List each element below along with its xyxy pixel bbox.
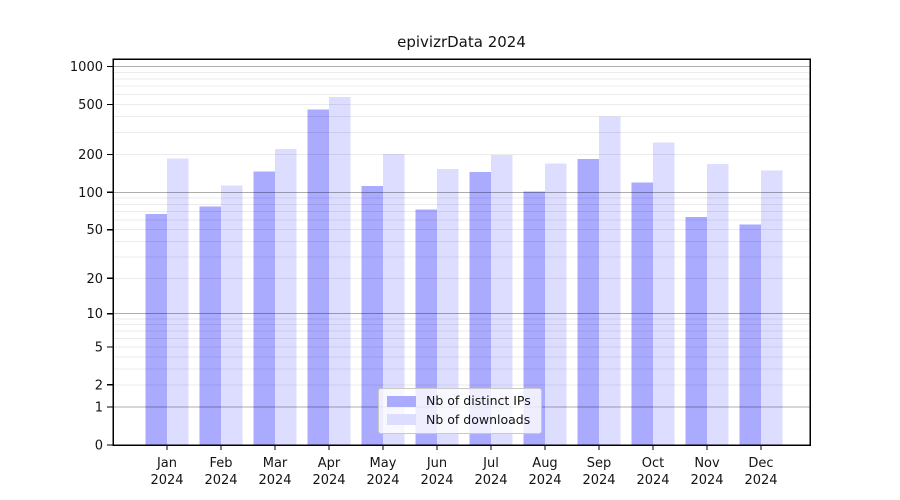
legend-swatch-downloads <box>387 414 416 426</box>
bar-distinct-ips-jun <box>415 209 437 445</box>
bar-distinct-ips-jul <box>469 172 491 445</box>
bar-downloads-nov <box>707 164 729 446</box>
x-tick-label-year: 2024 <box>420 473 453 488</box>
bar-distinct-ips-oct <box>631 182 653 445</box>
bar-distinct-ips-nov <box>685 217 707 445</box>
bar-distinct-ips-feb <box>199 206 221 445</box>
y-tick-label: 500 <box>78 98 103 113</box>
bar-downloads-aug <box>545 163 567 445</box>
x-tick-label-year: 2024 <box>582 473 615 488</box>
x-tick-label-month: Aug <box>532 456 557 471</box>
x-tick-label-year: 2024 <box>204 473 237 488</box>
bar-distinct-ips-may <box>361 186 383 445</box>
x-tick-label-year: 2024 <box>690 473 723 488</box>
y-tick-label: 1000 <box>70 60 103 75</box>
legend-item-downloads: Nb of downloads <box>387 411 531 427</box>
bar-distinct-ips-sep <box>577 158 599 445</box>
bar-downloads-apr <box>329 97 351 445</box>
bar-downloads-may <box>383 153 405 445</box>
x-tick-label-year: 2024 <box>150 473 183 488</box>
x-tick-label-month: Jun <box>426 456 447 471</box>
bar-distinct-ips-jan <box>145 213 167 445</box>
y-tick-label: 100 <box>78 186 103 201</box>
x-tick-label-month: Apr <box>318 456 341 471</box>
x-tick-label-month: Dec <box>748 456 773 471</box>
y-tick-label: 1 <box>95 401 103 416</box>
y-tick-label: 5 <box>95 340 103 355</box>
legend-label-downloads: Nb of downloads <box>426 411 531 427</box>
x-tick-label-year: 2024 <box>474 473 507 488</box>
y-tick-label: 200 <box>78 148 103 163</box>
y-tick-label: 0 <box>95 439 103 454</box>
x-tick-label-month: Jan <box>156 456 177 471</box>
x-tick-label-month: Feb <box>209 456 232 471</box>
x-tick-label-month: Sep <box>587 456 612 471</box>
y-tick-label: 20 <box>86 272 103 287</box>
chart-title: epivizrData 2024 <box>397 33 526 51</box>
bar-downloads-dec <box>761 170 783 446</box>
x-tick-label-year: 2024 <box>636 473 669 488</box>
x-tick-label-year: 2024 <box>258 473 291 488</box>
bar-downloads-sep <box>599 116 621 446</box>
legend-item-distinct-ips: Nb of distinct IPs <box>387 393 531 408</box>
x-tick-label-month: May <box>370 456 397 471</box>
bar-downloads-jan <box>167 158 189 445</box>
y-tick-label: 50 <box>86 223 103 238</box>
y-tick-label: 10 <box>86 307 103 322</box>
x-tick-label-month: Nov <box>694 456 720 471</box>
legend-swatch-distinct-ips <box>387 395 416 407</box>
bar-downloads-oct <box>653 142 675 445</box>
x-tick-label-year: 2024 <box>312 473 345 488</box>
x-tick-label-month: Mar <box>263 456 288 471</box>
bar-downloads-jul <box>491 154 513 446</box>
bar-distinct-ips-apr <box>307 109 329 446</box>
y-tick-label: 2 <box>95 378 103 393</box>
x-tick-label-year: 2024 <box>744 473 777 488</box>
x-tick-label-year: 2024 <box>366 473 399 488</box>
axes-frame <box>112 58 811 446</box>
x-tick-label-month: Jul <box>482 456 499 471</box>
bar-downloads-jun <box>437 169 459 445</box>
bar-distinct-ips-aug <box>523 191 545 445</box>
bar-distinct-ips-mar <box>253 171 275 446</box>
legend: Nb of distinct IPs Nb of downloads <box>378 388 542 434</box>
bar-downloads-feb <box>221 185 243 445</box>
x-tick-label-month: Oct <box>642 456 664 471</box>
bar-downloads-mar <box>275 149 297 446</box>
x-tick-label-year: 2024 <box>528 473 561 488</box>
legend-label-distinct-ips: Nb of distinct IPs <box>426 393 531 408</box>
bar-distinct-ips-dec <box>739 224 761 445</box>
